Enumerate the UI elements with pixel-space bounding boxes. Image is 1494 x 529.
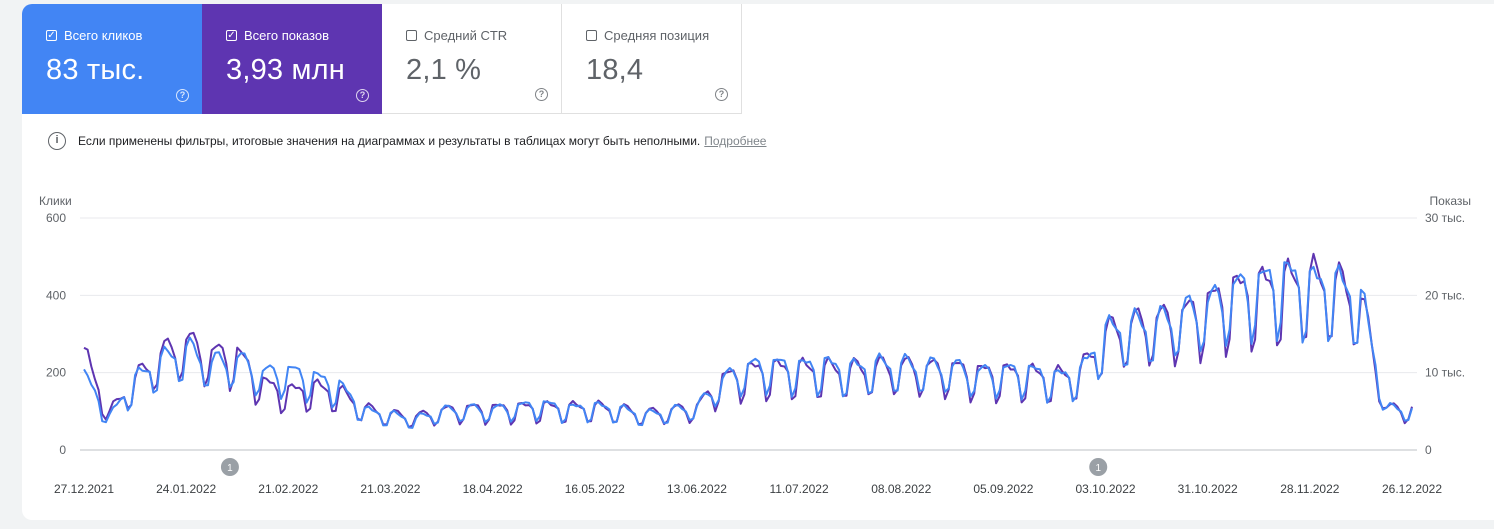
annotation-label: 1 bbox=[1095, 463, 1101, 474]
help-icon[interactable]: ? bbox=[176, 89, 189, 102]
x-tick-label: 26.12.2022 bbox=[1382, 482, 1442, 496]
metric-label-row: ✓ Всего кликов bbox=[46, 28, 142, 43]
metric-card-impressions[interactable]: ✓ Всего показов 3,93 млн ? bbox=[202, 4, 382, 114]
metric-label-row: Средняя позиция bbox=[586, 28, 709, 43]
checkbox-checked-icon[interactable]: ✓ bbox=[46, 29, 57, 41]
left-tick-label: 200 bbox=[46, 366, 66, 380]
x-tick-label: 13.06.2022 bbox=[667, 482, 727, 496]
left-axis-title: Клики bbox=[39, 194, 72, 208]
metric-label-row: ✓ Всего показов bbox=[226, 28, 329, 43]
x-tick-label: 11.07.2022 bbox=[769, 482, 828, 496]
metric-value: 2,1 % bbox=[406, 54, 482, 86]
annotation-marker[interactable] bbox=[1089, 458, 1108, 476]
x-tick-label: 27.12.2021 bbox=[54, 482, 114, 496]
checkbox-unchecked-icon[interactable] bbox=[586, 30, 597, 41]
right-axis-ticks: 30 тыс. 20 тыс. 10 тыс. 0 bbox=[1425, 211, 1465, 457]
metric-card-position[interactable]: Средняя позиция 18,4 ? bbox=[562, 4, 742, 114]
right-tick-label: 10 тыс. bbox=[1425, 366, 1465, 380]
learn-more-link[interactable]: Подробнее bbox=[704, 134, 767, 148]
x-tick-label: 08.08.2022 bbox=[871, 482, 931, 496]
metric-label: Всего кликов bbox=[64, 28, 143, 43]
notice-text: Если применены фильтры, итоговые значени… bbox=[78, 134, 701, 148]
metric-card-clicks[interactable]: ✓ Всего кликов 83 тыс. ? bbox=[22, 4, 202, 114]
metric-label: Средний CTR bbox=[424, 28, 508, 43]
x-tick-label: 16.05.2022 bbox=[565, 482, 625, 496]
help-icon[interactable]: ? bbox=[715, 88, 728, 101]
filter-notice: i Если применены фильтры, итоговые значе… bbox=[48, 132, 766, 150]
checkbox-unchecked-icon[interactable] bbox=[406, 30, 417, 41]
x-tick-label: 28.11.2022 bbox=[1280, 482, 1339, 496]
metric-cards: ✓ Всего кликов 83 тыс. ? ✓ Всего показов… bbox=[22, 4, 742, 114]
right-tick-label: 20 тыс. bbox=[1425, 288, 1465, 302]
left-tick-label: 400 bbox=[46, 288, 66, 302]
clicks-line bbox=[83, 261, 1413, 429]
x-tick-label: 21.02.2022 bbox=[258, 482, 318, 496]
left-axis-ticks: 600 400 200 0 bbox=[46, 211, 66, 457]
left-tick-label: 0 bbox=[59, 443, 66, 457]
metric-label-row: Средний CTR bbox=[406, 28, 507, 43]
checkbox-checked-icon[interactable]: ✓ bbox=[226, 29, 237, 41]
metric-label: Всего показов bbox=[244, 28, 329, 43]
annotation-label: 1 bbox=[227, 463, 233, 474]
x-tick-label: 18.04.2022 bbox=[463, 482, 523, 496]
performance-panel: ✓ Всего кликов 83 тыс. ? ✓ Всего показов… bbox=[22, 4, 1494, 520]
right-tick-label: 30 тыс. bbox=[1425, 211, 1465, 225]
chart-grid bbox=[80, 217, 1417, 451]
metric-value: 83 тыс. bbox=[46, 54, 145, 86]
x-tick-label: 05.09.2022 bbox=[973, 482, 1033, 496]
metric-value: 18,4 bbox=[586, 54, 644, 86]
x-tick-label: 03.10.2022 bbox=[1076, 482, 1136, 496]
left-tick-label: 600 bbox=[46, 211, 66, 225]
help-icon[interactable]: ? bbox=[535, 88, 548, 101]
metric-label: Средняя позиция bbox=[604, 28, 710, 43]
help-icon[interactable]: ? bbox=[356, 89, 369, 102]
impressions-line bbox=[83, 252, 1413, 428]
right-axis-title: Показы bbox=[1430, 194, 1471, 208]
x-axis-ticks: 27.12.2021 24.01.2022 21.02.2022 21.03.2022… bbox=[54, 482, 1442, 496]
series-layer bbox=[83, 252, 1413, 429]
metric-card-ctr[interactable]: Средний CTR 2,1 % ? bbox=[382, 4, 562, 114]
right-tick-label: 0 bbox=[1425, 443, 1432, 457]
x-tick-label: 21.03.2022 bbox=[360, 482, 420, 496]
annotation-marker[interactable] bbox=[220, 458, 239, 476]
x-tick-label: 24.01.2022 bbox=[156, 482, 216, 496]
info-icon: i bbox=[48, 132, 66, 150]
metric-value: 3,93 млн bbox=[226, 54, 345, 86]
x-tick-label: 31.10.2022 bbox=[1178, 482, 1238, 496]
